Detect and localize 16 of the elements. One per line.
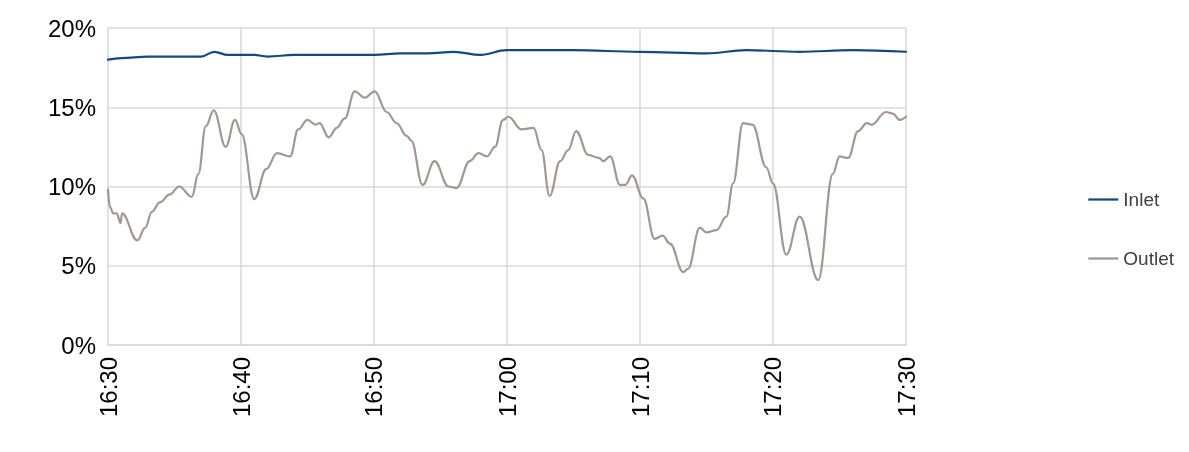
y-tick-label: 0% bbox=[61, 331, 96, 359]
x-tick-label: 17:30 bbox=[892, 357, 920, 418]
y-tick-label: 10% bbox=[47, 173, 96, 200]
x-tick-label: 17:00 bbox=[493, 357, 521, 418]
line-series bbox=[106, 49, 908, 61]
y-tick-label: 5% bbox=[61, 252, 96, 280]
legend-label: Outlet bbox=[1123, 248, 1175, 269]
y-tick-label: 15% bbox=[47, 93, 96, 121]
x-tick-label: 17:20 bbox=[759, 357, 787, 418]
x-tick-label: 16:40 bbox=[227, 357, 255, 418]
legend-label: Inlet bbox=[1123, 189, 1160, 210]
line-series bbox=[106, 90, 908, 282]
x-tick-label: 16:30 bbox=[94, 357, 122, 418]
x-tick-label: 16:50 bbox=[360, 357, 388, 418]
y-tick-label: 20% bbox=[47, 14, 96, 42]
x-tick-label: 17:10 bbox=[626, 357, 654, 418]
